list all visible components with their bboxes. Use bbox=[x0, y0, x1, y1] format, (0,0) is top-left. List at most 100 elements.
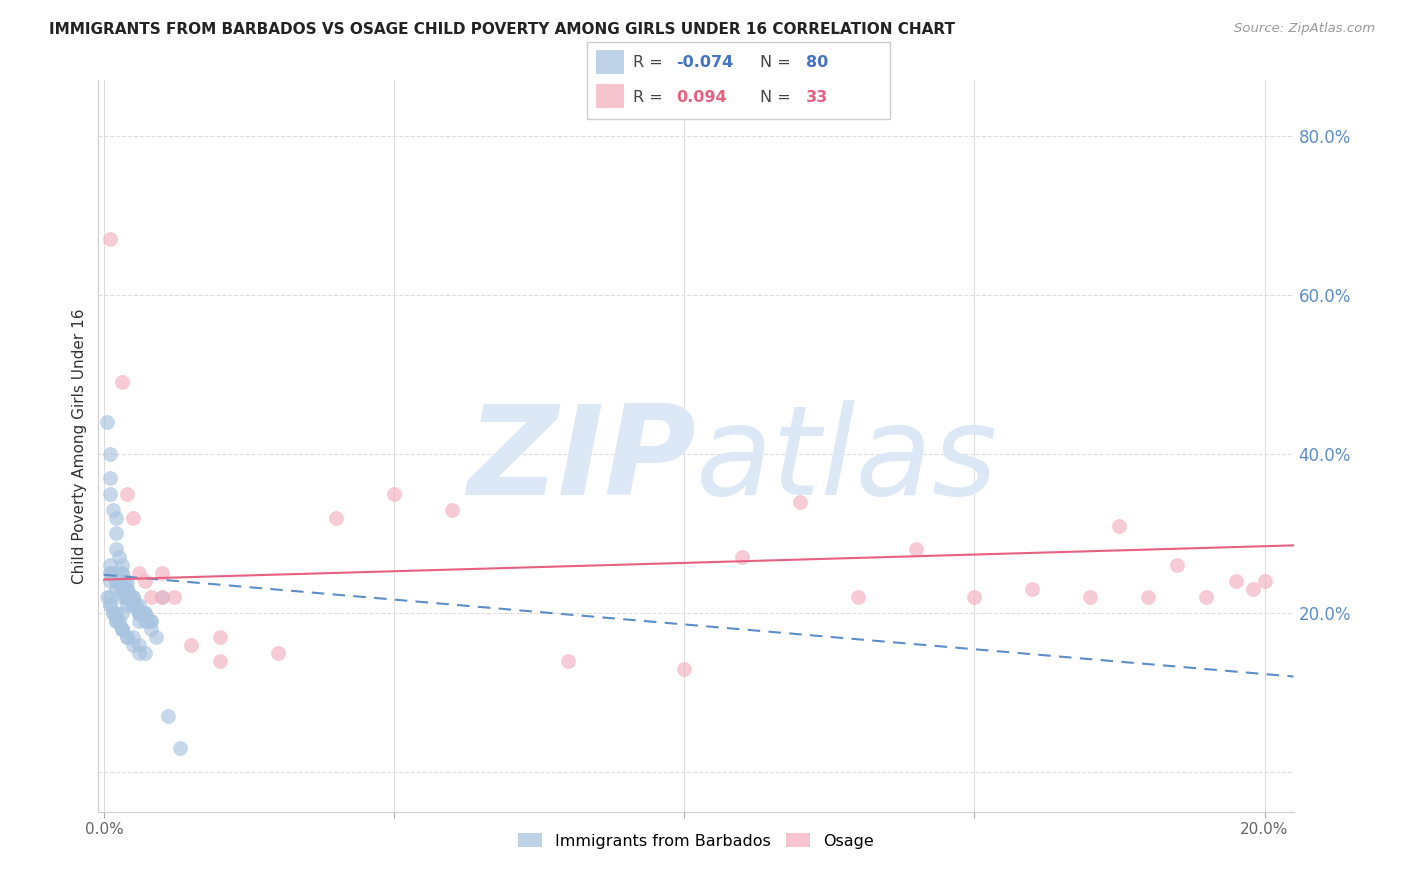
Point bbox=[117, 486, 139, 500]
Point bbox=[139, 614, 162, 628]
Point bbox=[963, 590, 986, 604]
Point bbox=[150, 590, 173, 604]
Point bbox=[139, 590, 162, 604]
Point bbox=[169, 741, 191, 756]
Point bbox=[122, 598, 145, 612]
Point bbox=[209, 630, 232, 644]
Point bbox=[134, 606, 156, 620]
Point bbox=[111, 622, 134, 636]
Point bbox=[122, 598, 145, 612]
Bar bbox=[596, 50, 624, 74]
Point bbox=[117, 590, 139, 604]
Point bbox=[117, 590, 139, 604]
Point bbox=[98, 566, 121, 581]
Point bbox=[117, 590, 139, 604]
Point bbox=[163, 590, 186, 604]
Point bbox=[111, 558, 134, 573]
Point bbox=[101, 606, 124, 620]
Point bbox=[107, 574, 129, 589]
Point bbox=[122, 590, 145, 604]
Point bbox=[98, 486, 121, 500]
Text: -0.074: -0.074 bbox=[676, 55, 734, 70]
Point bbox=[107, 550, 129, 565]
Point bbox=[101, 502, 124, 516]
Point bbox=[325, 510, 347, 524]
Point bbox=[114, 574, 136, 589]
Point bbox=[128, 606, 150, 620]
Point bbox=[107, 614, 129, 628]
Text: 33: 33 bbox=[806, 89, 828, 104]
Point bbox=[131, 606, 153, 620]
Text: N =: N = bbox=[759, 55, 796, 70]
Point bbox=[98, 471, 121, 485]
Point bbox=[104, 614, 127, 628]
Point bbox=[120, 590, 142, 604]
Point bbox=[789, 494, 811, 508]
Point bbox=[111, 582, 134, 596]
Text: R =: R = bbox=[633, 89, 673, 104]
Point bbox=[98, 566, 121, 581]
Text: 80: 80 bbox=[806, 55, 828, 70]
Point bbox=[122, 598, 145, 612]
Point bbox=[111, 590, 134, 604]
Point bbox=[104, 614, 127, 628]
Point bbox=[96, 590, 118, 604]
Point bbox=[1253, 574, 1275, 589]
Point bbox=[98, 447, 121, 461]
Point bbox=[111, 582, 134, 596]
Point bbox=[1195, 590, 1218, 604]
Point bbox=[104, 526, 127, 541]
Point bbox=[111, 376, 134, 390]
Point bbox=[98, 232, 121, 246]
Point bbox=[117, 598, 139, 612]
FancyBboxPatch shape bbox=[586, 42, 890, 119]
Point bbox=[136, 614, 159, 628]
Point bbox=[1137, 590, 1160, 604]
Point bbox=[134, 646, 156, 660]
Text: N =: N = bbox=[759, 89, 796, 104]
Point bbox=[104, 582, 127, 596]
Point bbox=[111, 566, 134, 581]
Point bbox=[157, 709, 180, 723]
Bar bbox=[596, 85, 624, 108]
Point bbox=[145, 630, 167, 644]
Y-axis label: Child Poverty Among Girls Under 16: Child Poverty Among Girls Under 16 bbox=[72, 309, 87, 583]
Point bbox=[122, 630, 145, 644]
Text: IMMIGRANTS FROM BARBADOS VS OSAGE CHILD POVERTY AMONG GIRLS UNDER 16 CORRELATION: IMMIGRANTS FROM BARBADOS VS OSAGE CHILD … bbox=[49, 22, 955, 37]
Point bbox=[128, 606, 150, 620]
Point bbox=[111, 566, 134, 581]
Point bbox=[128, 566, 150, 581]
Point bbox=[122, 510, 145, 524]
Legend: Immigrants from Barbados, Osage: Immigrants from Barbados, Osage bbox=[512, 827, 880, 855]
Point bbox=[134, 606, 156, 620]
Point bbox=[114, 590, 136, 604]
Point bbox=[848, 590, 870, 604]
Point bbox=[673, 662, 696, 676]
Point bbox=[150, 590, 173, 604]
Point bbox=[98, 598, 121, 612]
Point bbox=[441, 502, 464, 516]
Point bbox=[209, 654, 232, 668]
Point bbox=[111, 606, 134, 620]
Point bbox=[104, 606, 127, 620]
Point bbox=[117, 582, 139, 596]
Point bbox=[128, 606, 150, 620]
Point bbox=[128, 646, 150, 660]
Point bbox=[101, 606, 124, 620]
Point bbox=[111, 582, 134, 596]
Point bbox=[122, 638, 145, 652]
Point bbox=[1241, 582, 1264, 596]
Point bbox=[117, 574, 139, 589]
Point bbox=[905, 542, 928, 557]
Text: Source: ZipAtlas.com: Source: ZipAtlas.com bbox=[1234, 22, 1375, 36]
Point bbox=[98, 574, 121, 589]
Text: atlas: atlas bbox=[696, 401, 998, 521]
Point bbox=[150, 566, 173, 581]
Point bbox=[98, 590, 121, 604]
Point bbox=[1166, 558, 1188, 573]
Point bbox=[180, 638, 202, 652]
Point bbox=[104, 574, 127, 589]
Point bbox=[104, 542, 127, 557]
Point bbox=[104, 510, 127, 524]
Point bbox=[98, 598, 121, 612]
